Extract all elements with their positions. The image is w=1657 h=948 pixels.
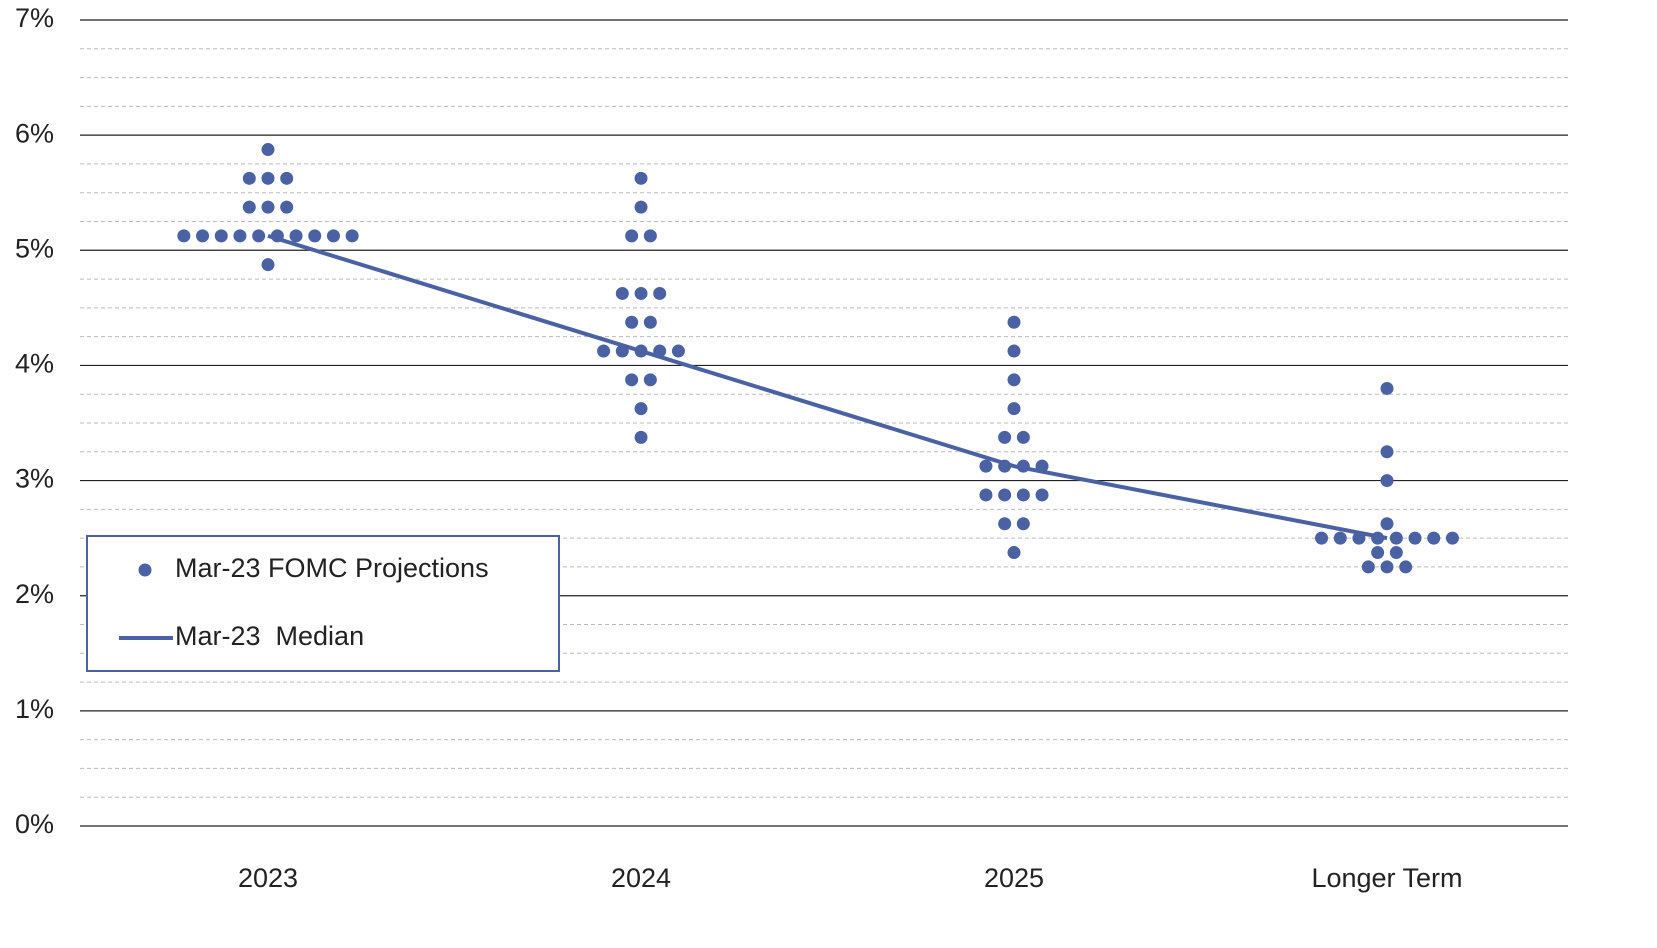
projection-dot [634,430,648,444]
y-tick-label: 7% [15,3,54,33]
legend-label: Mar-23 FOMC Projections [175,553,489,583]
x-tick-label: Longer Term [1311,863,1462,893]
projection-dot [242,171,256,185]
projection-dot [1016,488,1030,502]
projection-dot [1427,531,1441,545]
projection-dot [196,229,210,243]
projection-dot [634,200,648,214]
projection-dot [625,315,639,329]
projection-dot [979,488,993,502]
projection-dot [634,402,648,416]
projection-dot [1380,474,1394,488]
projection-dot [643,373,657,387]
projection-dot [1445,531,1459,545]
y-tick-label: 6% [15,118,54,148]
projection-dot [1035,488,1049,502]
projection-dot [1380,381,1394,395]
projection-dot [252,229,266,243]
projection-dot [1007,373,1021,387]
projection-dot [1389,531,1403,545]
projection-dot [1361,560,1375,574]
projection-dot [1371,546,1385,560]
median-line [267,233,1388,541]
projection-dot [1007,344,1021,358]
projection-dot [345,229,359,243]
projection-dot [326,229,340,243]
projection-dot [308,229,322,243]
projection-dot [1007,402,1021,416]
x-tick-label: 2024 [611,863,671,893]
y-tick-label: 4% [15,349,54,379]
legend-label: Mar-23 Median [175,621,364,651]
projection-dot [1333,531,1347,545]
projection-dot [653,286,667,300]
projection-dot [233,229,247,243]
projection-dot [1016,517,1030,531]
x-tick-label: 2025 [984,863,1044,893]
projection-dot [261,258,275,272]
legend-box [86,535,560,672]
projection-dot [1389,546,1403,560]
projection-dot [998,430,1012,444]
projection-dot [643,229,657,243]
projection-dot [634,286,648,300]
y-tick-label: 1% [15,694,54,724]
projection-dot [280,171,294,185]
y-tick-label: 5% [15,233,54,263]
projection-dot [289,229,303,243]
y-tick-label: 2% [15,579,54,609]
projection-dot [597,344,611,358]
projection-dot [1380,517,1394,531]
legend: Mar-23 FOMC Projections Mar-23 Median [86,535,560,672]
projection-dot [1007,546,1021,560]
projection-dot [1408,531,1422,545]
projection-dot [625,229,639,243]
projection-dot [671,344,685,358]
projection-dot [998,488,1012,502]
projection-dot [998,517,1012,531]
x-tick-label: 2023 [238,863,298,893]
projection-dot [1399,560,1413,574]
projection-dot [1380,560,1394,574]
projection-dot [1380,445,1394,459]
y-tick-label: 0% [15,809,54,839]
projection-dot [261,200,275,214]
projection-dot [615,286,629,300]
projection-dot [242,200,256,214]
projection-dot [214,229,228,243]
projection-dot [261,171,275,185]
projection-dot [177,229,191,243]
projection-dot [979,459,993,473]
projection-dot [1016,430,1030,444]
legend-dot [138,563,152,577]
projection-dot [1315,531,1329,545]
projection-dot [280,200,294,214]
y-tick-label: 3% [15,464,54,494]
projection-dot [1007,315,1021,329]
projection-dot [625,373,639,387]
projection-dot [643,315,657,329]
projection-dot [261,143,275,157]
projection-dot [634,171,648,185]
